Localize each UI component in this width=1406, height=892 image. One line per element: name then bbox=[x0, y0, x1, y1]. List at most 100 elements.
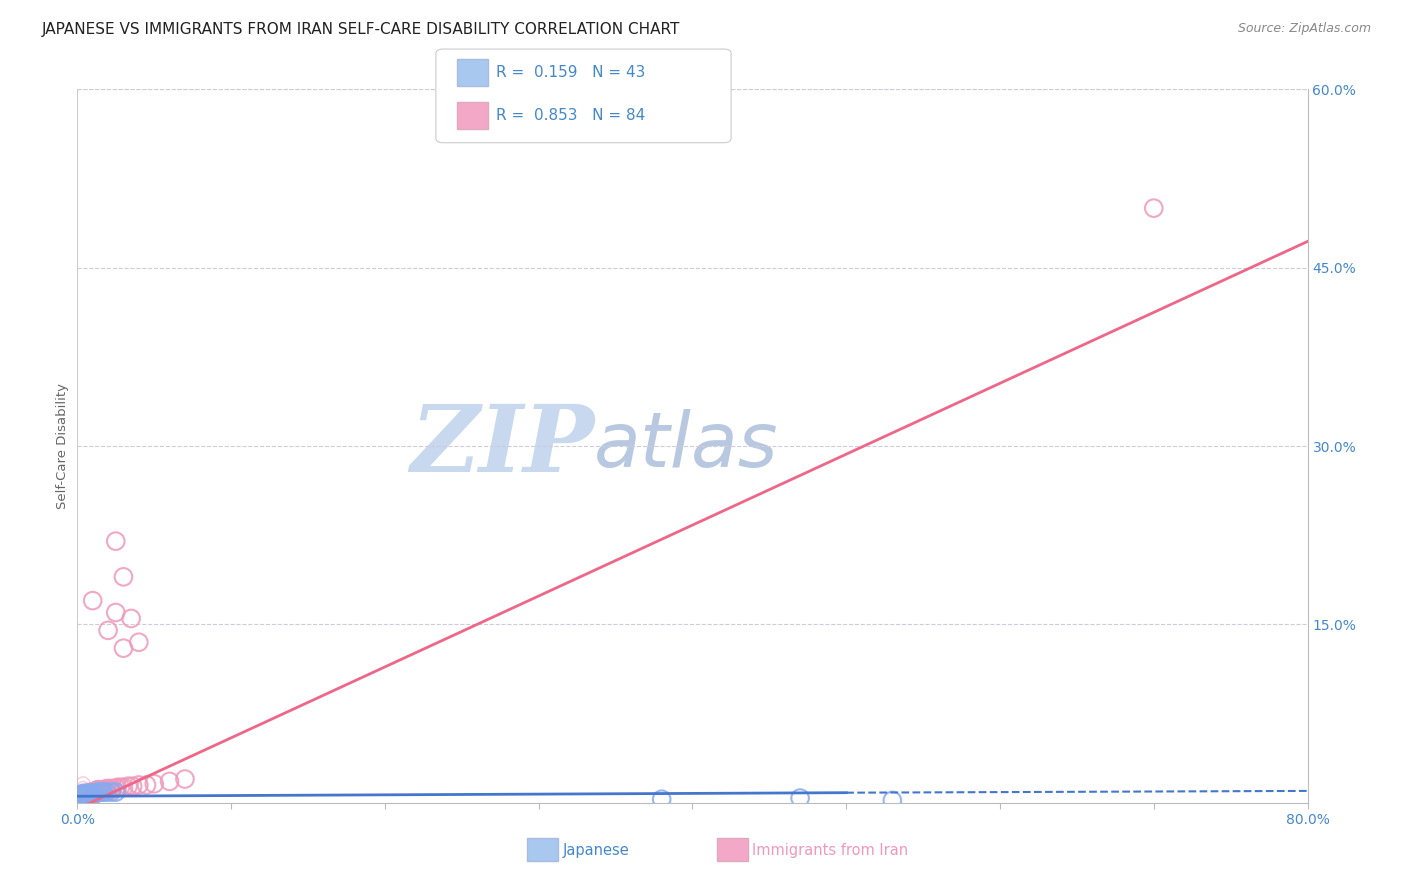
Point bbox=[73, 789, 96, 803]
Point bbox=[79, 788, 101, 802]
Point bbox=[69, 789, 91, 804]
Point bbox=[70, 789, 93, 803]
Point bbox=[72, 792, 94, 806]
Point bbox=[76, 791, 98, 805]
Point bbox=[70, 789, 93, 804]
Point bbox=[67, 790, 90, 805]
Point bbox=[72, 790, 94, 805]
Text: Japanese: Japanese bbox=[562, 843, 628, 857]
Point bbox=[97, 782, 120, 797]
Point bbox=[67, 793, 90, 807]
Point bbox=[80, 786, 103, 800]
Point bbox=[72, 789, 94, 804]
Point bbox=[66, 790, 89, 805]
Point bbox=[93, 785, 115, 799]
Point bbox=[104, 781, 127, 796]
Point bbox=[73, 791, 96, 805]
Point bbox=[87, 785, 110, 799]
Point bbox=[86, 785, 108, 799]
Point bbox=[82, 785, 104, 799]
Point bbox=[75, 795, 97, 809]
Point bbox=[67, 789, 90, 804]
Point bbox=[67, 789, 90, 804]
Point bbox=[104, 534, 127, 549]
Point bbox=[112, 641, 135, 656]
Point bbox=[110, 780, 132, 795]
Point bbox=[84, 786, 107, 800]
Point bbox=[79, 788, 101, 802]
Point bbox=[67, 789, 90, 804]
Point bbox=[70, 789, 93, 803]
Text: R =  0.853   N = 84: R = 0.853 N = 84 bbox=[496, 108, 645, 123]
Point bbox=[84, 784, 107, 798]
Point bbox=[72, 796, 94, 810]
Point bbox=[159, 774, 181, 789]
Point bbox=[72, 789, 94, 803]
Point bbox=[70, 789, 93, 804]
Point bbox=[90, 784, 114, 798]
Point bbox=[73, 788, 96, 802]
Point bbox=[96, 781, 118, 796]
Point bbox=[86, 785, 108, 799]
Point bbox=[80, 785, 103, 799]
Point bbox=[72, 781, 94, 796]
Point bbox=[174, 772, 197, 786]
Text: Source: ZipAtlas.com: Source: ZipAtlas.com bbox=[1237, 22, 1371, 36]
Point bbox=[76, 788, 98, 802]
Point bbox=[67, 795, 90, 809]
Point bbox=[104, 606, 127, 620]
Point bbox=[82, 593, 104, 607]
Point bbox=[72, 790, 94, 805]
Point bbox=[96, 785, 118, 799]
Point bbox=[80, 795, 103, 809]
Point bbox=[97, 624, 120, 638]
Point bbox=[69, 789, 91, 803]
Point bbox=[79, 786, 101, 800]
Point bbox=[70, 794, 93, 808]
Text: ZIP: ZIP bbox=[409, 401, 595, 491]
Point bbox=[69, 791, 91, 805]
Point bbox=[69, 792, 91, 806]
Point bbox=[83, 785, 105, 799]
Point bbox=[70, 789, 93, 804]
Point bbox=[67, 793, 90, 807]
Point bbox=[120, 611, 142, 625]
Point bbox=[87, 782, 110, 797]
Point bbox=[77, 786, 100, 800]
Point bbox=[67, 791, 90, 805]
Point bbox=[69, 792, 91, 806]
Point bbox=[69, 791, 91, 805]
Point bbox=[76, 793, 98, 807]
Point bbox=[128, 635, 150, 649]
Point bbox=[66, 795, 89, 809]
Point bbox=[82, 785, 104, 799]
Point bbox=[94, 784, 117, 798]
Point bbox=[69, 789, 91, 803]
Point bbox=[66, 794, 89, 808]
Point bbox=[70, 792, 93, 806]
Point bbox=[66, 796, 89, 810]
Point bbox=[67, 791, 90, 805]
Point bbox=[121, 779, 143, 793]
Point bbox=[89, 785, 111, 799]
Point bbox=[67, 792, 90, 806]
Point bbox=[79, 789, 101, 804]
Point bbox=[135, 778, 157, 792]
Point bbox=[67, 793, 90, 807]
Point bbox=[80, 786, 103, 800]
Point bbox=[66, 795, 89, 809]
Point bbox=[86, 782, 108, 797]
Point bbox=[72, 795, 94, 809]
Point bbox=[77, 789, 100, 804]
Point bbox=[70, 792, 93, 806]
Point bbox=[67, 787, 90, 801]
Point bbox=[66, 795, 89, 809]
Point bbox=[69, 789, 91, 803]
Point bbox=[70, 788, 93, 802]
Point bbox=[66, 795, 89, 809]
Point bbox=[89, 782, 111, 797]
Point bbox=[72, 792, 94, 806]
Point bbox=[66, 796, 89, 810]
Point bbox=[112, 570, 135, 584]
Point bbox=[128, 778, 150, 792]
